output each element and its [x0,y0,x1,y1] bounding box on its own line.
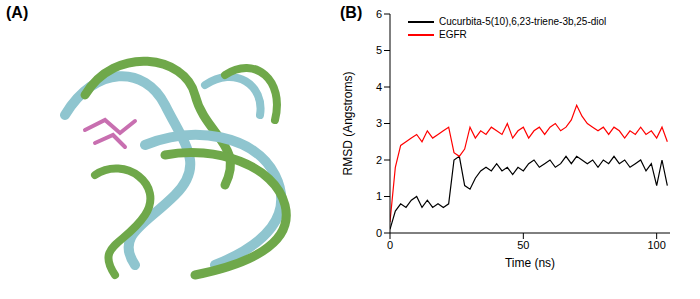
svg-text:5: 5 [376,44,382,56]
svg-text:1: 1 [376,190,382,202]
svg-text:6: 6 [376,8,382,20]
svg-text:50: 50 [517,239,529,251]
svg-text:0: 0 [387,239,393,251]
svg-text:100: 100 [647,239,665,251]
html-text:(B): (B) [340,4,363,21]
svg-text:2: 2 [376,154,382,166]
html-text:(A): (A) [6,4,29,21]
svg-text:Time (ns): Time (ns) [505,256,555,270]
svg-text:RMSD (Angstroms): RMSD (Angstroms) [341,71,355,175]
html-text:Cucurbita-5(10),6,23-triene-3b: Cucurbita-5(10),6,23-triene-3b,25-diol [439,16,607,27]
html-text:EGFR: EGFR [439,29,467,40]
svg-text:4: 4 [376,81,382,93]
svg-text:0: 0 [376,227,382,239]
svg-text:3: 3 [376,117,382,129]
